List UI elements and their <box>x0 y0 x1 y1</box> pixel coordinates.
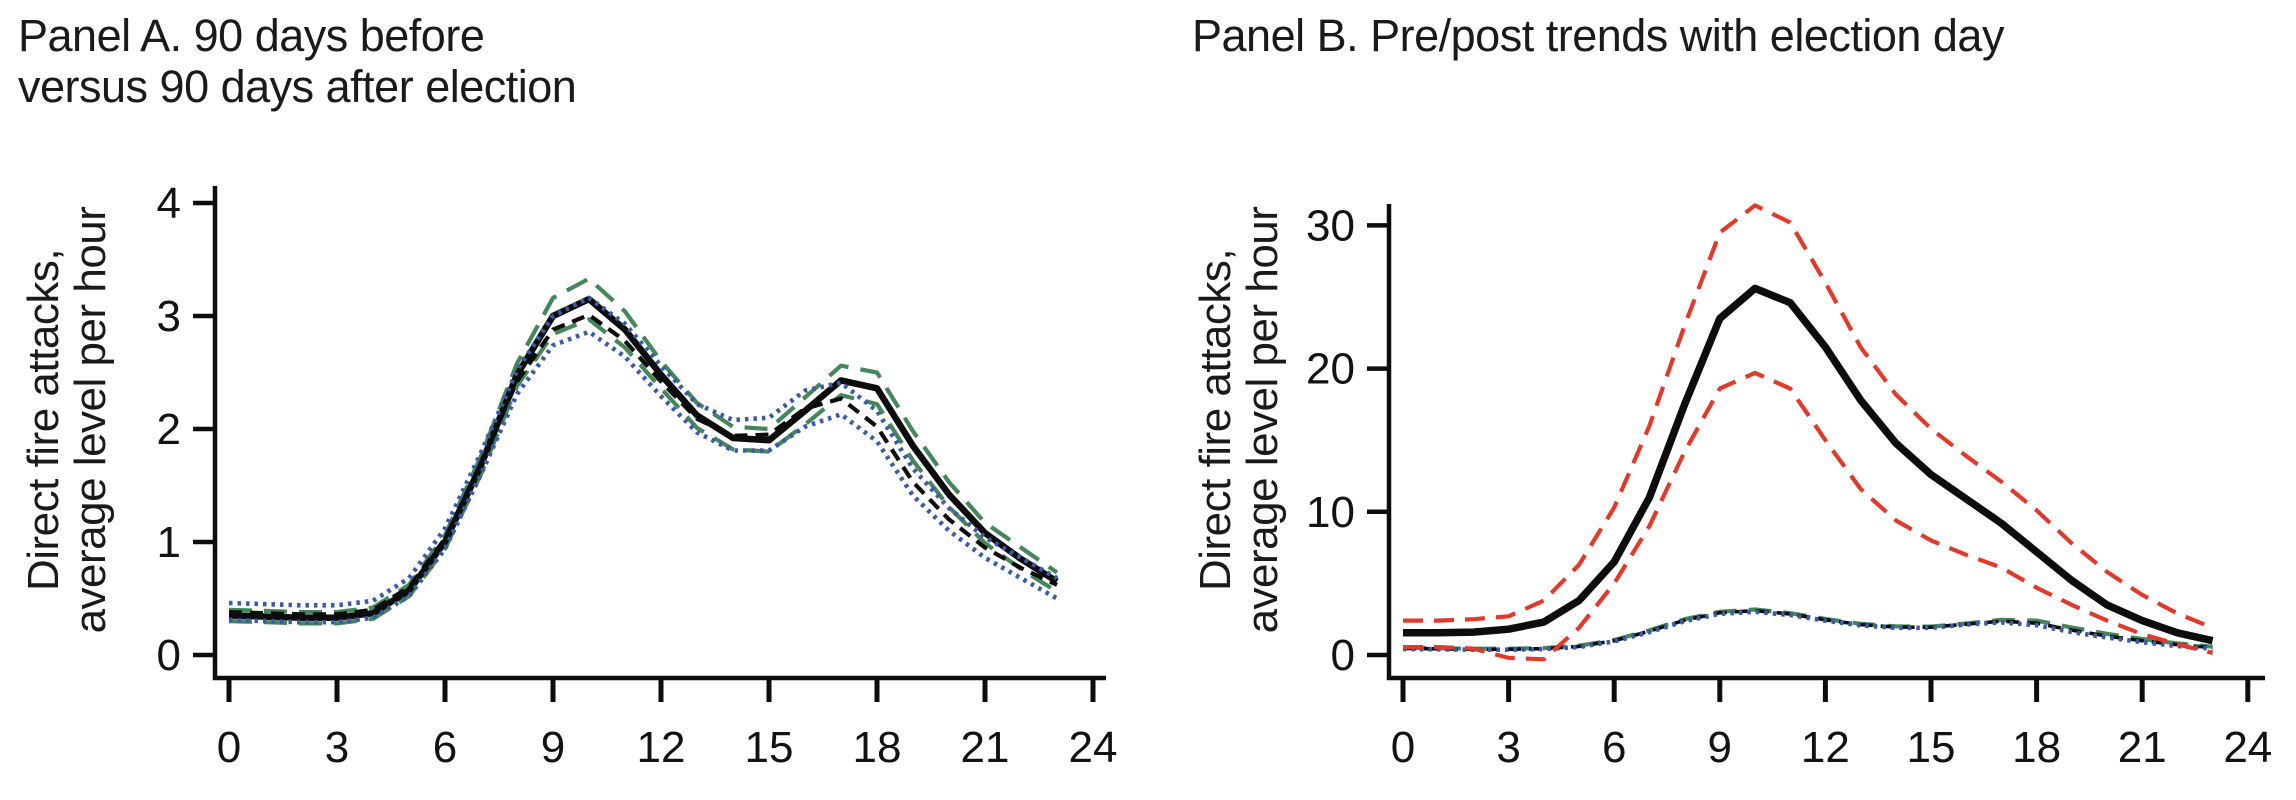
series-before-ci-lower <box>228 317 1059 626</box>
y-tick-label: 30 <box>1306 201 1355 250</box>
y-tick-label: 20 <box>1306 345 1355 394</box>
y-tick-label: 4 <box>157 179 181 228</box>
series-election-day-ci-lower <box>1403 370 2214 662</box>
series-before-ci-upper <box>228 276 1059 615</box>
x-tick-label: 15 <box>745 723 794 772</box>
y-tick-label: 3 <box>157 292 181 341</box>
panel-a-title: Panel A. 90 days before versus 90 days a… <box>18 10 577 112</box>
x-tick-label: 15 <box>1907 723 1956 772</box>
series-after-ci-upper <box>228 295 1059 608</box>
x-tick-label: 21 <box>2118 723 2167 772</box>
series-after-mean <box>228 312 1058 617</box>
x-tick-label: 9 <box>541 723 565 772</box>
x-tick-label: 0 <box>217 723 241 772</box>
x-tick-label: 18 <box>853 723 902 772</box>
x-tick-label: 18 <box>2012 723 2061 772</box>
series-after-ci-lower <box>228 329 1059 625</box>
y-tick-label: 1 <box>157 518 181 567</box>
x-tick-label: 3 <box>325 723 349 772</box>
x-tick-label: 21 <box>961 723 1010 772</box>
x-tick-label: 24 <box>2223 723 2272 772</box>
y-tick-label: 2 <box>157 405 181 454</box>
x-tick-label: 24 <box>1069 723 1118 772</box>
x-tick-label: 12 <box>637 723 686 772</box>
x-tick-label: 3 <box>1496 723 1520 772</box>
panel-b-title: Panel B. Pre/post trends with election d… <box>1192 10 2004 61</box>
series-election-day-ci-upper <box>1403 203 2214 630</box>
series-before-mean <box>228 295 1059 621</box>
y-tick-label: 10 <box>1306 488 1355 537</box>
panel-a-axes <box>212 186 1106 681</box>
x-tick-label: 6 <box>1602 723 1626 772</box>
series-post-trend <box>1402 609 2213 653</box>
x-tick-label: 6 <box>433 723 457 772</box>
y-tick-label: 0 <box>157 631 181 680</box>
series-pre-trend <box>1402 607 2213 651</box>
series-election-day-mean <box>1403 284 2214 645</box>
x-tick-label: 12 <box>1801 723 1850 772</box>
x-tick-label: 0 <box>1391 723 1415 772</box>
panel-b-axes <box>1386 204 2265 681</box>
y-tick-label: 0 <box>1331 631 1355 680</box>
panel-b-plot: 0 10 20 30 0 3 6 9 12 15 18 21 24 <box>1306 201 2272 772</box>
x-tick-label: 9 <box>1708 723 1732 772</box>
